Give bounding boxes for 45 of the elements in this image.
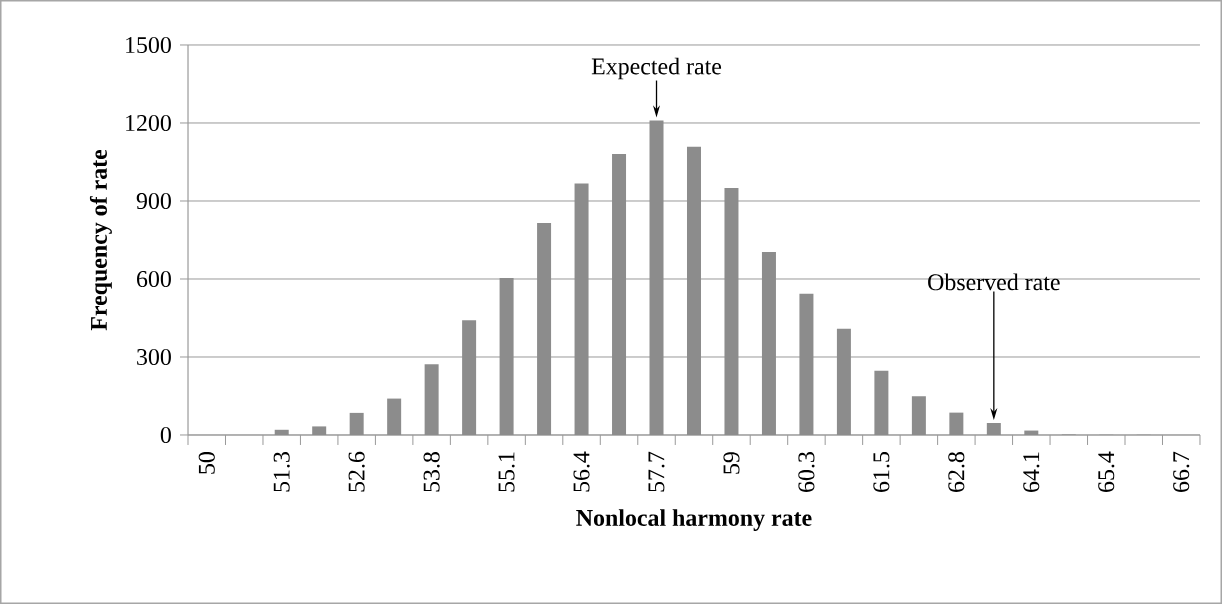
bar <box>836 328 851 435</box>
bar <box>612 153 627 435</box>
bar <box>724 187 739 435</box>
x-tick-label: 62.8 <box>948 452 965 492</box>
y-tick-label: 0 <box>160 426 171 444</box>
bar <box>986 423 1001 435</box>
x-tick-label: 57.7 <box>648 451 665 492</box>
x-tick-label: 53.8 <box>423 452 440 492</box>
y-tick-label: 600 <box>137 270 171 288</box>
bar <box>911 396 926 435</box>
y-tick-label: 1500 <box>126 36 171 54</box>
bar <box>761 251 776 435</box>
x-tick-label: 56.4 <box>573 451 590 492</box>
bar <box>537 223 552 435</box>
bar <box>949 412 964 435</box>
x-tick-label: 66.7 <box>1173 451 1190 492</box>
y-tick-label: 900 <box>136 192 171 210</box>
annotation: Observed rate <box>928 273 1060 291</box>
bar <box>1024 430 1039 435</box>
bar <box>387 398 402 435</box>
bar <box>312 426 327 435</box>
x-tick-label: 59 <box>723 452 740 474</box>
x-tick-label: 52.6 <box>348 451 365 492</box>
x-tick-label: 65.4 <box>1098 451 1115 492</box>
y-tick-label: 1200 <box>126 114 171 132</box>
x-tick-label: 55.1 <box>498 452 515 492</box>
x-tick-label: 50 <box>198 452 215 474</box>
y-tick-label: 300 <box>137 348 171 366</box>
bar <box>274 429 289 435</box>
bar <box>462 320 477 435</box>
x-axis-title: Nonlocal harmony rate <box>576 509 812 531</box>
bar <box>349 412 364 435</box>
bar <box>499 277 514 435</box>
x-tick-label: 51.3 <box>273 452 290 492</box>
bar <box>649 120 664 435</box>
bar <box>874 370 889 435</box>
bar <box>424 364 439 435</box>
bar <box>686 146 701 435</box>
x-tick-label: 60.3 <box>798 452 815 492</box>
x-tick-label: 64.1 <box>1023 452 1040 492</box>
x-tick-label: 61.5 <box>873 452 890 492</box>
y-axis-title: Frequency of rate <box>89 149 112 331</box>
bar <box>799 293 814 435</box>
bar <box>574 183 589 435</box>
annotation: Expected rate <box>591 57 722 80</box>
